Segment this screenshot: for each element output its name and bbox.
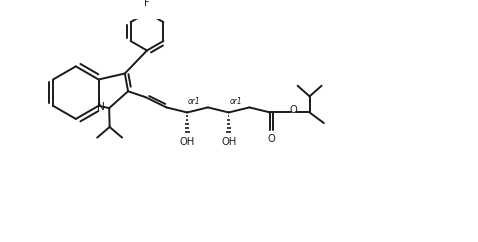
Text: O: O bbox=[267, 134, 275, 144]
Text: N: N bbox=[97, 102, 105, 112]
Text: or1: or1 bbox=[188, 97, 201, 106]
Text: OH: OH bbox=[221, 137, 236, 147]
Text: F: F bbox=[144, 0, 150, 8]
Text: O: O bbox=[289, 105, 297, 115]
Text: or1: or1 bbox=[229, 97, 242, 106]
Text: OH: OH bbox=[180, 137, 195, 147]
